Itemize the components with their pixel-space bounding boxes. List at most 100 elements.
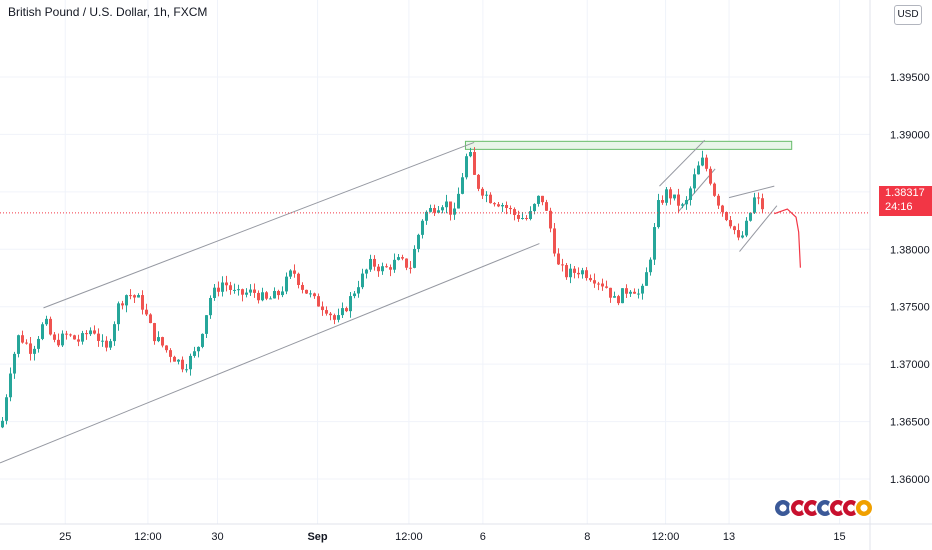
candle-body [449, 201, 452, 215]
y-tick-label: 1.38000 [890, 244, 930, 256]
candle-body [117, 303, 120, 325]
candle-body [237, 289, 240, 291]
candle-body [697, 165, 700, 175]
candle-body [245, 292, 248, 295]
candle-body [509, 207, 512, 210]
channel-lower-line [0, 243, 540, 464]
candle-body [141, 295, 144, 310]
candle-body [453, 208, 456, 215]
candle-body [445, 201, 448, 208]
candle-body [641, 285, 644, 294]
candle-body [49, 318, 52, 335]
candle-body [693, 174, 696, 189]
candle-body [113, 324, 116, 342]
candle-body [569, 268, 572, 278]
candle-body [153, 323, 156, 342]
chart-grid [0, 0, 870, 524]
candle-body [25, 342, 28, 344]
candle-body [441, 207, 444, 211]
candle-body [193, 351, 196, 356]
candle-body [729, 220, 732, 227]
resistance-zone [464, 140, 793, 150]
candle-body [177, 359, 180, 362]
candle-body [513, 209, 516, 215]
candle-body [521, 217, 524, 219]
candle-body [477, 174, 480, 189]
candle-body [385, 266, 388, 268]
candle-body [17, 335, 20, 354]
candle-body [53, 334, 56, 340]
candle-body [85, 333, 88, 335]
candle-body [349, 296, 352, 312]
candle-body [173, 356, 176, 362]
candle-body [725, 212, 728, 221]
y-tick-label: 1.39000 [890, 129, 930, 141]
candle-body [649, 259, 652, 273]
candle-body [225, 282, 228, 286]
candle-body [169, 350, 172, 357]
candle-body [77, 339, 80, 342]
candle-body [101, 340, 104, 342]
candle-body [389, 267, 392, 270]
flag-pattern-line [728, 185, 775, 199]
candle-body [365, 269, 368, 274]
candle-body [273, 290, 276, 299]
candle-body [549, 210, 552, 229]
candle-body [485, 194, 488, 196]
candle-body [41, 324, 44, 339]
price-axis[interactable]: 1.395001.390001.385001.380001.375001.370… [869, 0, 930, 550]
candle-body [157, 337, 160, 342]
candle-body [665, 189, 668, 203]
candle-body [1, 420, 4, 428]
candle-body [637, 293, 640, 295]
candle-body [533, 203, 536, 212]
candle-body [677, 194, 680, 206]
candle-body [733, 226, 736, 231]
y-tick-label: 1.36500 [890, 417, 930, 429]
candle-body [249, 289, 252, 293]
candle-body [281, 291, 284, 296]
candle-body [505, 205, 508, 208]
candle-body [433, 208, 436, 213]
x-tick-label: 12:00 [652, 531, 680, 543]
candle-body [689, 188, 692, 200]
candle-body [577, 272, 580, 275]
candle-body [21, 335, 24, 343]
time-axis[interactable]: 25 12:00 30 Sep 12:00 6 8 12:00 13 15 [0, 523, 932, 543]
currency-button[interactable]: USD [894, 5, 922, 25]
candle-body [529, 211, 532, 219]
candle-body [37, 338, 40, 349]
candle-body [329, 313, 332, 316]
y-tick-label: 1.37500 [890, 302, 930, 314]
candle-body [133, 295, 136, 298]
candle-body [429, 208, 432, 212]
candle-body [517, 214, 520, 219]
candle-body [737, 230, 740, 238]
candle-body [405, 258, 408, 268]
candle-body [669, 189, 672, 199]
candle-body [357, 287, 360, 294]
candle-body [709, 168, 712, 184]
candle-body [165, 345, 168, 351]
uk-flag-icon[interactable] [854, 498, 874, 518]
candle-body [33, 348, 36, 354]
candle-body [217, 287, 220, 292]
candle-body [293, 270, 296, 274]
candle-body [205, 315, 208, 334]
candle-body [397, 257, 400, 260]
candle-body [425, 211, 428, 221]
candle-body [681, 204, 684, 206]
candle-body [721, 205, 724, 213]
candle-body [221, 282, 224, 292]
candle-body [633, 291, 636, 294]
current-price-value: 1.38317 [885, 187, 925, 199]
candle-body [621, 288, 624, 304]
candle-body [409, 267, 412, 269]
candle-body [457, 193, 460, 209]
candle-body [753, 197, 756, 213]
candle-body [253, 289, 256, 293]
candle-body [265, 292, 268, 299]
candle-body [657, 200, 660, 228]
candle-body [69, 334, 72, 336]
